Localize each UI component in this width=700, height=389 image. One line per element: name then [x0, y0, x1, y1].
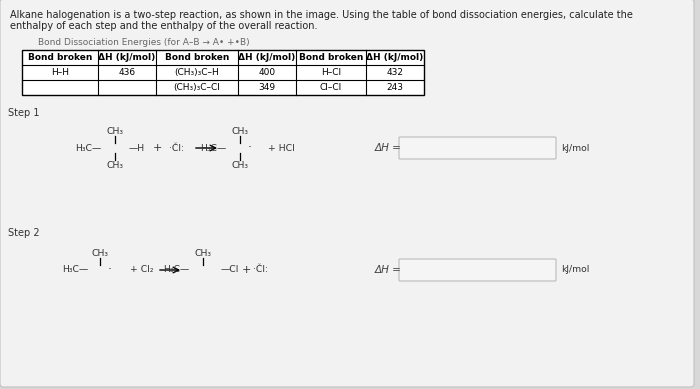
Text: + Cl₂: + Cl₂: [130, 266, 153, 275]
Text: H–H: H–H: [51, 68, 69, 77]
Text: ·: ·: [108, 263, 112, 277]
Text: CH₃: CH₃: [232, 161, 248, 170]
Text: H₃C—: H₃C—: [62, 266, 88, 275]
Text: ΔH =: ΔH =: [375, 265, 402, 275]
Text: + HCl: + HCl: [268, 144, 295, 152]
Text: ·Čl:: ·Čl:: [253, 266, 269, 275]
Text: ·Čl:: ·Čl:: [169, 144, 185, 152]
Text: 432: 432: [386, 68, 403, 77]
Text: H₃C—: H₃C—: [163, 266, 189, 275]
Text: +: +: [153, 143, 162, 153]
Text: Bond broken: Bond broken: [164, 53, 229, 62]
Text: Bond broken: Bond broken: [299, 53, 363, 62]
Text: H₃C—: H₃C—: [200, 144, 226, 152]
Text: 349: 349: [258, 83, 276, 92]
FancyBboxPatch shape: [399, 259, 556, 281]
Bar: [22, 50, 424, 95]
Text: 400: 400: [258, 68, 276, 77]
Text: kJ/mol: kJ/mol: [561, 144, 589, 152]
Text: H₃C—: H₃C—: [75, 144, 101, 152]
Text: Bond Dissociation Energies (for A–B → A• +•B): Bond Dissociation Energies (for A–B → A•…: [38, 38, 250, 47]
Text: 436: 436: [118, 68, 136, 77]
Text: Cl–Cl: Cl–Cl: [320, 83, 342, 92]
Text: (CH₃)₃C–Cl: (CH₃)₃C–Cl: [174, 83, 220, 92]
Text: CH₃: CH₃: [232, 126, 248, 135]
Text: ΔH =: ΔH =: [375, 143, 402, 153]
Text: H–Cl: H–Cl: [321, 68, 341, 77]
FancyBboxPatch shape: [399, 137, 556, 159]
Text: CH₃: CH₃: [106, 161, 123, 170]
Text: (CH₃)₃C–H: (CH₃)₃C–H: [174, 68, 219, 77]
Text: —Cl: —Cl: [221, 266, 239, 275]
Text: —H: —H: [129, 144, 145, 152]
Text: Step 2: Step 2: [8, 228, 40, 238]
Text: enthalpy of each step and the enthalpy of the overall reaction.: enthalpy of each step and the enthalpy o…: [10, 21, 318, 31]
Text: Step 1: Step 1: [8, 108, 39, 118]
Text: ΔH (kJ/mol): ΔH (kJ/mol): [366, 53, 424, 62]
Text: ·: ·: [248, 142, 252, 154]
Text: +: +: [241, 265, 251, 275]
Text: ΔH (kJ/mol): ΔH (kJ/mol): [99, 53, 155, 62]
Text: 243: 243: [386, 83, 403, 92]
Text: CH₃: CH₃: [106, 126, 123, 135]
Text: Bond broken: Bond broken: [28, 53, 92, 62]
Text: CH₃: CH₃: [195, 249, 211, 258]
Text: kJ/mol: kJ/mol: [561, 266, 589, 275]
Text: ΔH (kJ/mol): ΔH (kJ/mol): [239, 53, 295, 62]
Text: CH₃: CH₃: [92, 249, 108, 258]
Text: Alkane halogenation is a two-step reaction, as shown in the image. Using the tab: Alkane halogenation is a two-step reacti…: [10, 10, 633, 20]
